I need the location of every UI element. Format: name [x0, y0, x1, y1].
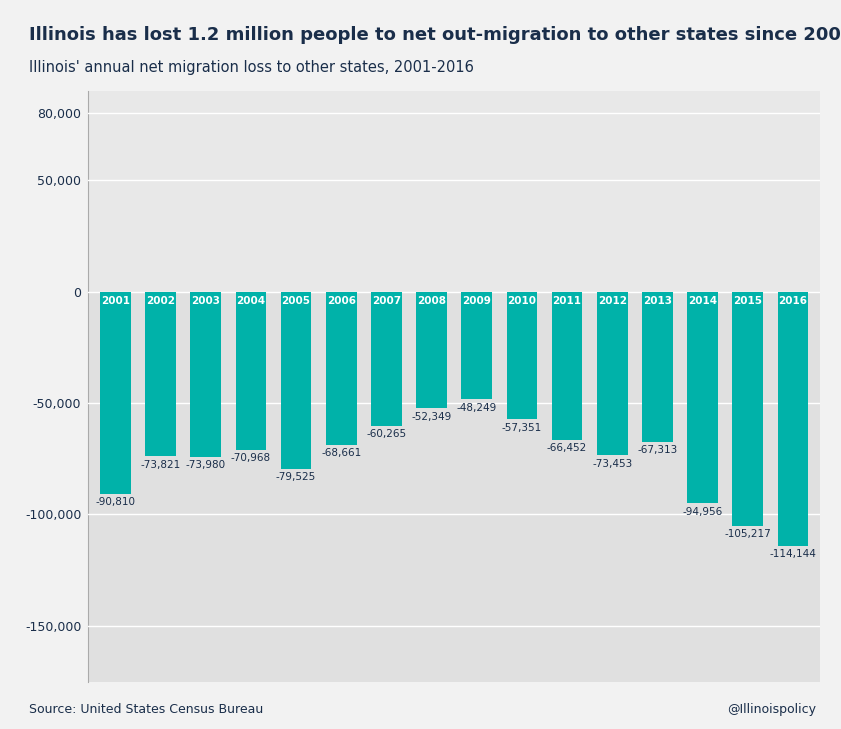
Text: -57,351: -57,351 [502, 423, 542, 433]
Bar [642, 292, 673, 442]
Text: 2009: 2009 [463, 296, 491, 305]
Text: 2007: 2007 [372, 296, 401, 305]
Bar [733, 292, 763, 526]
Text: -68,661: -68,661 [321, 448, 362, 458]
Text: -66,452: -66,452 [547, 443, 587, 453]
Text: 2006: 2006 [326, 296, 356, 305]
Bar [506, 292, 537, 419]
Text: 2004: 2004 [236, 296, 266, 305]
Bar [462, 292, 492, 399]
Text: -52,349: -52,349 [411, 412, 452, 421]
Text: 2015: 2015 [733, 296, 762, 305]
Bar [88, 292, 820, 682]
Text: -79,525: -79,525 [276, 472, 316, 482]
Text: -90,810: -90,810 [95, 497, 135, 507]
Text: Source: United States Census Bureau: Source: United States Census Bureau [29, 703, 264, 716]
Text: 2016: 2016 [779, 296, 807, 305]
Bar [325, 292, 357, 445]
Bar [416, 292, 447, 408]
Bar [235, 292, 267, 450]
Text: 2001: 2001 [101, 296, 130, 305]
Text: -73,453: -73,453 [592, 459, 632, 469]
Text: -70,968: -70,968 [230, 453, 271, 463]
Bar [778, 292, 808, 546]
Text: 2003: 2003 [191, 296, 220, 305]
Bar [597, 292, 627, 456]
Bar [687, 292, 718, 503]
Text: 2002: 2002 [146, 296, 175, 305]
Text: -73,821: -73,821 [140, 459, 181, 469]
Text: -48,249: -48,249 [457, 402, 497, 413]
Text: -60,265: -60,265 [367, 429, 406, 440]
Text: 2013: 2013 [643, 296, 672, 305]
Text: 2008: 2008 [417, 296, 446, 305]
Text: -67,313: -67,313 [637, 445, 678, 455]
Text: -94,956: -94,956 [682, 507, 722, 517]
Bar [88, 91, 820, 292]
Text: 2012: 2012 [598, 296, 627, 305]
Text: -73,980: -73,980 [186, 460, 225, 470]
Bar [371, 292, 402, 426]
Text: 2014: 2014 [688, 296, 717, 305]
Text: 2005: 2005 [282, 296, 310, 305]
Bar [100, 292, 130, 494]
Text: @Illinoispolicy: @Illinoispolicy [727, 703, 816, 716]
Text: -105,217: -105,217 [724, 529, 771, 539]
Text: 2011: 2011 [553, 296, 582, 305]
Text: Illinois has lost 1.2 million people to net out-migration to other states since : Illinois has lost 1.2 million people to … [29, 26, 841, 44]
Text: -114,144: -114,144 [770, 550, 817, 559]
Bar [190, 292, 221, 456]
Bar [552, 292, 583, 440]
Bar [145, 292, 176, 456]
Bar [281, 292, 311, 469]
Text: 2010: 2010 [507, 296, 537, 305]
Text: Illinois' annual net migration loss to other states, 2001-2016: Illinois' annual net migration loss to o… [29, 60, 474, 75]
